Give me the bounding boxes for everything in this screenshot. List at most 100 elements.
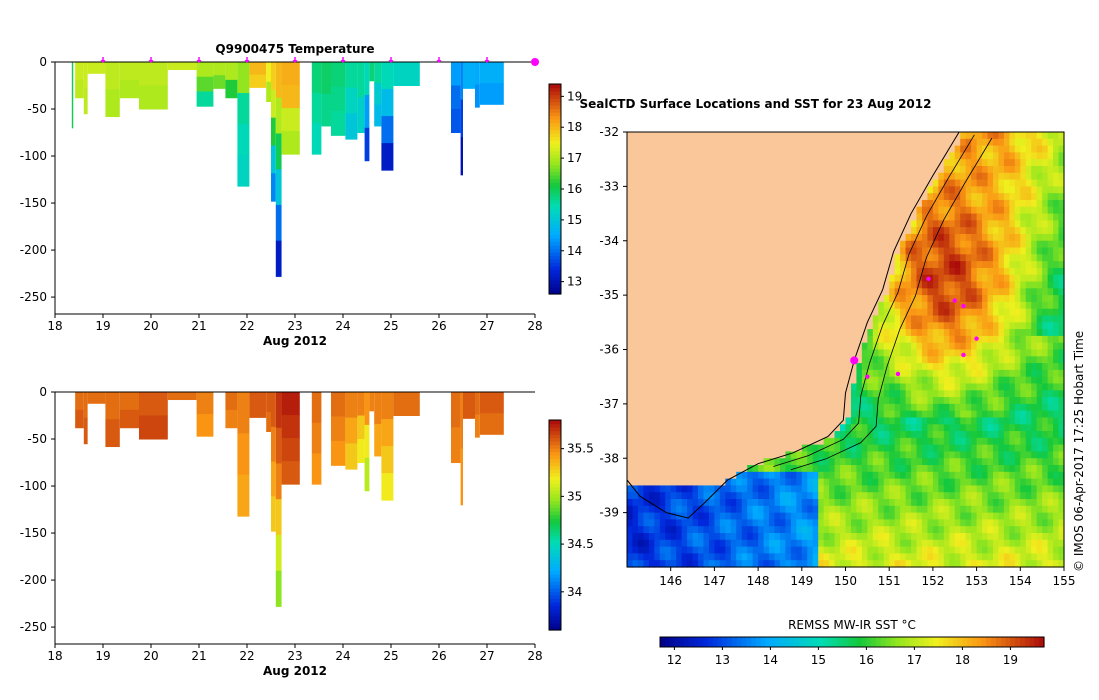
sst-pixel [796, 512, 803, 521]
sst-pixel [1025, 437, 1032, 446]
sst-pixel [861, 458, 868, 466]
sst-pixel [921, 301, 929, 310]
sst-pixel [670, 485, 677, 493]
sst-pixel [1031, 152, 1038, 160]
colorbar-cell [549, 563, 561, 568]
colorbar-cell [549, 546, 561, 551]
sst-pixel [883, 478, 890, 487]
sst-pixel [796, 458, 803, 466]
sst-pixel [965, 478, 972, 487]
sst-pixel [943, 424, 950, 432]
sst-colorbar-cell [770, 637, 776, 647]
sst-pixel [932, 295, 939, 303]
sst-pixel [998, 261, 1005, 269]
sst-pixel [938, 213, 945, 221]
sst-pixel [1031, 444, 1038, 453]
sst-pixel [1025, 478, 1032, 487]
sst-pixel [954, 165, 961, 174]
sst-pixel [971, 539, 978, 548]
sst-pixel [949, 288, 956, 296]
profile-cell [71, 94, 74, 129]
sst-pixel [998, 288, 1005, 296]
sst-pixel [719, 499, 726, 507]
sst-pixel [943, 465, 950, 473]
sst-pixel [938, 329, 945, 337]
colorbar-cell [549, 595, 561, 600]
sst-pixel [823, 465, 830, 473]
colorbar-cell [549, 574, 561, 579]
profile-cell [105, 62, 120, 90]
sst-pixel [1053, 213, 1060, 221]
colorbar-cell [549, 577, 561, 582]
sst-pixel [676, 505, 683, 514]
sst-pixel [949, 519, 956, 527]
sst-pixel [905, 451, 912, 459]
sst-pixel [1053, 437, 1060, 446]
sst-pixel [676, 499, 683, 507]
sst-pixel [1053, 390, 1060, 398]
sst-pixel [982, 281, 989, 289]
sst-pixel [954, 145, 961, 153]
sst-pixel [960, 132, 967, 140]
sst-pixel [916, 376, 923, 385]
colorbar-cell [549, 273, 561, 278]
colorbar-cell [549, 283, 561, 288]
sst-pixel [659, 519, 666, 527]
sst-pixel [905, 546, 912, 555]
sst-pixel [987, 220, 994, 228]
y-tick-label: -100 [20, 149, 47, 163]
sst-pixel [850, 553, 858, 561]
sst-pixel [681, 505, 688, 514]
sst-pixel [954, 492, 961, 500]
sst-pixel [971, 145, 978, 153]
profile-cell [479, 83, 504, 105]
sst-pixel [949, 512, 956, 521]
sst-pixel [632, 492, 639, 500]
profile-cell [249, 74, 267, 88]
sst-pixel [1003, 560, 1010, 568]
sst-pixel [921, 376, 929, 385]
sst-pixel [692, 505, 699, 514]
sst-pixel [905, 322, 912, 330]
sst-pixel [998, 369, 1005, 378]
sst-pixel [992, 512, 1000, 521]
sst-pixel [867, 342, 874, 351]
sst-pixel [719, 505, 726, 514]
profile-cell [271, 461, 276, 497]
sst-pixel [1042, 499, 1049, 507]
sst-pixel [1036, 261, 1043, 269]
sst-pixel [987, 132, 994, 140]
sst-pixel [1025, 295, 1032, 303]
sst-pixel [1047, 505, 1054, 514]
sst-pixel [987, 152, 994, 160]
sst-pixel [987, 533, 994, 541]
sst-pixel [938, 274, 945, 283]
sst-pixel [1047, 437, 1054, 446]
sst-pixel [998, 165, 1005, 174]
sst-pixel [861, 369, 868, 378]
sst-pixel [829, 519, 836, 527]
sst-pixel [1047, 132, 1054, 140]
sst-pixel [943, 478, 950, 487]
sst-pixel [1009, 465, 1016, 473]
sst-pixel [878, 403, 885, 412]
sst-pixel [1009, 397, 1016, 405]
sst-pixel [921, 247, 929, 255]
sst-pixel [1009, 220, 1016, 228]
sst-pixel [829, 465, 836, 473]
sst-pixel [867, 499, 874, 507]
sst-pixel [785, 512, 792, 521]
sst-pixel [998, 519, 1005, 527]
sst-pixel [1009, 247, 1016, 255]
colorbar-cell [549, 150, 561, 155]
sst-pixel [916, 356, 923, 364]
sst-pixel [998, 342, 1005, 351]
sst-pixel [1031, 499, 1038, 507]
lon-tick-label: 147 [703, 574, 726, 588]
sst-pixel [758, 471, 765, 480]
sst-pixel [796, 519, 803, 527]
sst-pixel [976, 193, 983, 201]
sst-pixel [1025, 342, 1032, 351]
sst-pixel [965, 390, 972, 398]
sst-pixel [763, 546, 770, 555]
